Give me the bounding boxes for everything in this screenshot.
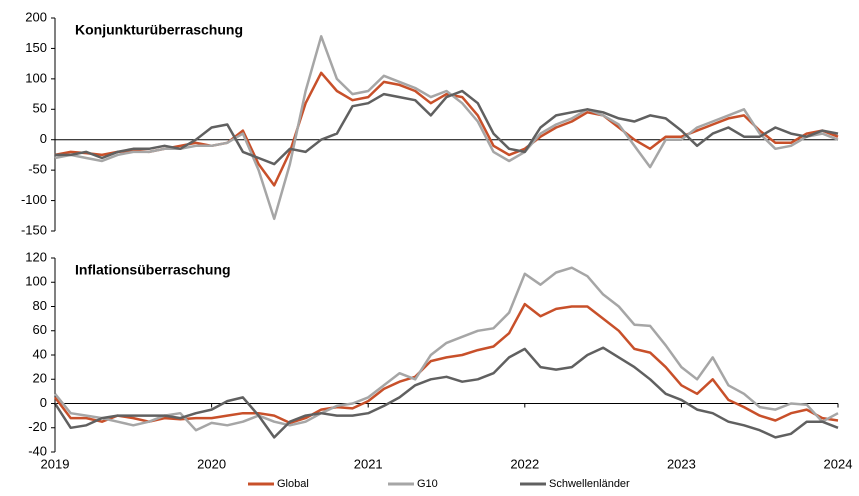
y-tick-label: 40 bbox=[33, 346, 47, 361]
x-tick-label: 2021 bbox=[354, 456, 383, 471]
y-tick-label: 50 bbox=[33, 101, 47, 116]
series-line bbox=[53, 346, 839, 439]
series-line bbox=[54, 71, 839, 187]
legend-label: Schwellenländer bbox=[549, 478, 630, 490]
x-tick-label: 2023 bbox=[667, 456, 696, 471]
legend-item: G10 bbox=[388, 478, 438, 490]
y-tick-label: 20 bbox=[33, 371, 47, 386]
legend-label: Global bbox=[277, 478, 309, 490]
y-tick-label: -150 bbox=[21, 222, 47, 237]
chart-title: Inflationsüberraschung bbox=[75, 262, 231, 278]
series-line bbox=[54, 302, 839, 425]
legend-label: G10 bbox=[417, 478, 438, 490]
y-tick-label: -40 bbox=[28, 443, 47, 458]
series-line bbox=[54, 266, 839, 432]
series-line bbox=[54, 35, 839, 221]
y-tick-label: 0 bbox=[40, 131, 47, 146]
y-tick-label: 120 bbox=[25, 249, 47, 264]
y-tick-label: 100 bbox=[25, 70, 47, 85]
y-tick-label: 0 bbox=[40, 395, 47, 410]
series-line bbox=[55, 89, 839, 166]
y-tick-label: 200 bbox=[25, 9, 47, 24]
x-tick-label: 2019 bbox=[41, 456, 70, 471]
y-tick-label: -100 bbox=[21, 192, 47, 207]
y-tick-label: -50 bbox=[28, 162, 47, 177]
chart-title: Konjunkturüberraschung bbox=[75, 22, 243, 38]
y-tick-label: 150 bbox=[25, 40, 47, 55]
x-tick-label: 2020 bbox=[197, 456, 226, 471]
legend-item: Schwellenländer bbox=[520, 478, 630, 490]
legend-item: Global bbox=[248, 478, 309, 490]
x-tick-label: 2022 bbox=[510, 456, 539, 471]
y-tick-label: 80 bbox=[33, 298, 47, 313]
y-tick-label: 60 bbox=[33, 322, 47, 337]
y-tick-label: -20 bbox=[28, 419, 47, 434]
x-tick-label: 2024 bbox=[824, 456, 853, 471]
y-tick-label: 100 bbox=[25, 274, 47, 289]
